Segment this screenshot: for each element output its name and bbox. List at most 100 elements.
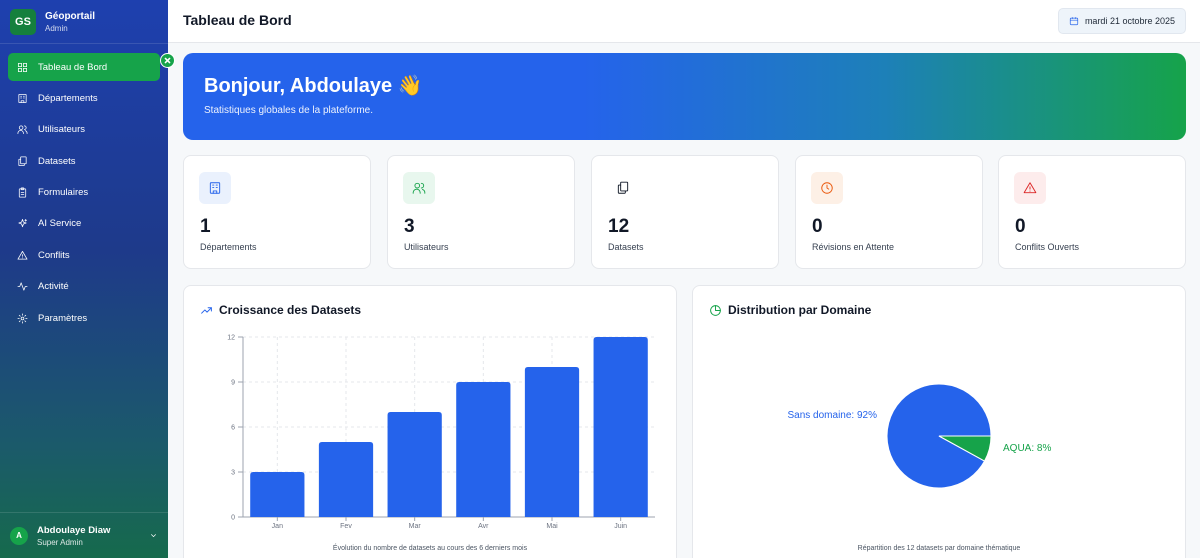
stat-card-utilisateurs: 3 Utilisateurs [387, 155, 575, 269]
stat-label: Utilisateurs [404, 242, 449, 252]
user-role: Super Admin [37, 537, 83, 547]
pie-chart: Sans domaine: 92% AQUA: 8% [787, 383, 1051, 489]
datasets-growth-panel: 0 3 6 9 12 Jan Fev Mar Avr Mai Juin Croissance des… [183, 285, 677, 558]
building-icon [209, 182, 221, 194]
welcome-subtitle: Statistiques globales de la plateforme. [204, 105, 373, 116]
sidebar-item-tableau-de-bord[interactable]: Tableau de Bord [8, 53, 160, 81]
date-text: mardi 21 octobre 2025 [1084, 16, 1175, 26]
sidebar-item-label: Paramètres [38, 312, 88, 324]
stat-value: 3 [404, 216, 415, 237]
brand-name: Géoportail [45, 10, 96, 22]
growth-caption: Évolution du nombre de datasets au cours… [332, 545, 528, 552]
user-menu[interactable]: A Abdoulaye Diaw Super Admin [0, 512, 168, 558]
warning-icon [17, 250, 28, 260]
topbar: Tableau de Bord mardi 21 octobre 2025 [168, 0, 1200, 43]
stat-value: 1 [200, 216, 211, 237]
chevron-down-icon [151, 534, 156, 538]
stat-label: Datasets [608, 242, 644, 252]
bar[interactable] [456, 382, 511, 517]
user-name: Abdoulaye Diaw [37, 524, 111, 536]
welcome-banner: Bonjour, Abdoulaye 👋 Statistiques global… [183, 53, 1186, 140]
stat-value: 12 [608, 216, 630, 237]
sidebar-item-label: Conflits [38, 249, 70, 261]
brand-role: Admin [45, 23, 68, 33]
stat-icon-box [811, 172, 843, 204]
trending-up-icon [201, 306, 212, 314]
sidebar: GS Géoportail Admin Tableau de Bord Dépa… [0, 0, 168, 558]
files-icon [617, 181, 629, 194]
stat-value: 0 [812, 216, 823, 237]
sidebar-item-conflits[interactable]: Conflits [8, 241, 160, 269]
users-icon [17, 125, 28, 135]
domain-distribution-panel: Sans domaine: 92% AQUA: 8% Distribution p… [692, 285, 1186, 558]
bar[interactable] [524, 367, 580, 517]
sidebar-item-label: Activité [38, 281, 69, 293]
sidebar-item-label: Tableau de Bord [38, 61, 108, 73]
stat-icon-box [1014, 172, 1046, 204]
x-tick-label: Mai [546, 523, 558, 530]
sparkles-icon [18, 219, 28, 228]
warning-icon [1023, 182, 1037, 194]
x-tick-label: Juin [614, 523, 627, 530]
growth-title: Croissance des Datasets [219, 303, 362, 317]
y-tick-label: 0 [231, 515, 235, 522]
bar[interactable] [593, 337, 648, 517]
panel-title: Croissance des Datasets [200, 303, 361, 317]
panel-title: Distribution par Domaine [709, 303, 871, 317]
grid-icon [17, 62, 28, 72]
welcome-title: Bonjour, Abdoulaye 👋 [204, 75, 423, 97]
sidebar-nav: Tableau de Bord Départements Utilisateur… [0, 44, 168, 332]
sidebar-item-formulaires[interactable]: Formulaires [8, 179, 160, 207]
gear-icon [17, 313, 28, 324]
y-tick-label: 9 [231, 380, 235, 387]
stat-label: Conflits Ouverts [1015, 242, 1080, 252]
stat-icon-box [607, 172, 639, 204]
x-tick-label: Mar [409, 523, 422, 530]
date-badge: mardi 21 octobre 2025 [1057, 8, 1186, 34]
domain-caption: Répartition des 12 datasets par domaine … [857, 545, 1021, 552]
pie-label: AQUA: 8% [1003, 443, 1051, 454]
x-tick-label: Fev [340, 523, 352, 530]
clipboard-icon [18, 187, 27, 198]
sidebar-close-button[interactable] [160, 53, 175, 68]
sidebar-item-activite[interactable]: Activité [8, 273, 160, 301]
activity-icon [17, 282, 28, 291]
pie-label: Sans domaine: 92% [787, 410, 877, 421]
stat-label: Révisions en Attente [812, 242, 895, 252]
files-icon [18, 156, 27, 166]
stat-icon-box [403, 172, 435, 204]
x-tick-label: Jan [272, 523, 283, 530]
sidebar-item-datasets[interactable]: Datasets [8, 147, 160, 175]
sidebar-item-label: Datasets [38, 155, 76, 167]
close-icon [164, 57, 171, 64]
sidebar-item-label: Départements [38, 92, 98, 104]
pie-slice[interactable] [938, 435, 992, 462]
clock-icon [821, 182, 833, 194]
y-tick-label: 3 [231, 470, 235, 477]
stat-label: Départements [200, 242, 257, 252]
sidebar-item-utilisateurs[interactable]: Utilisateurs [8, 116, 160, 144]
bar[interactable] [387, 412, 442, 517]
calendar-icon [1069, 17, 1079, 26]
pie-chart-icon [710, 304, 721, 316]
building-icon [18, 93, 27, 103]
bar[interactable] [318, 442, 374, 517]
stat-card-revisions: 0 Révisions en Attente [795, 155, 983, 269]
brand[interactable]: GS Géoportail Admin [0, 0, 168, 44]
sidebar-item-label: Formulaires [38, 187, 89, 199]
sidebar-item-departements[interactable]: Départements [8, 84, 160, 112]
stat-icon-box [199, 172, 231, 204]
sidebar-item-ai-service[interactable]: AI Service [8, 210, 160, 238]
stat-card-departements: 1 Départements [183, 155, 371, 269]
x-tick-label: Avr [478, 523, 489, 530]
stat-card-datasets: 12 Datasets [591, 155, 779, 269]
y-tick-label: 6 [231, 425, 235, 432]
sidebar-item-parametres[interactable]: Paramètres [8, 304, 160, 332]
bar-chart: 0 3 6 9 12 Jan Fev Mar Avr Mai Juin [227, 335, 655, 530]
users-icon [412, 182, 426, 194]
stat-card-conflits: 0 Conflits Ouverts [998, 155, 1186, 269]
bar[interactable] [250, 472, 305, 517]
page-title: Tableau de Bord [183, 12, 292, 28]
sidebar-item-label: Utilisateurs [38, 124, 85, 136]
avatar: A [10, 526, 28, 545]
